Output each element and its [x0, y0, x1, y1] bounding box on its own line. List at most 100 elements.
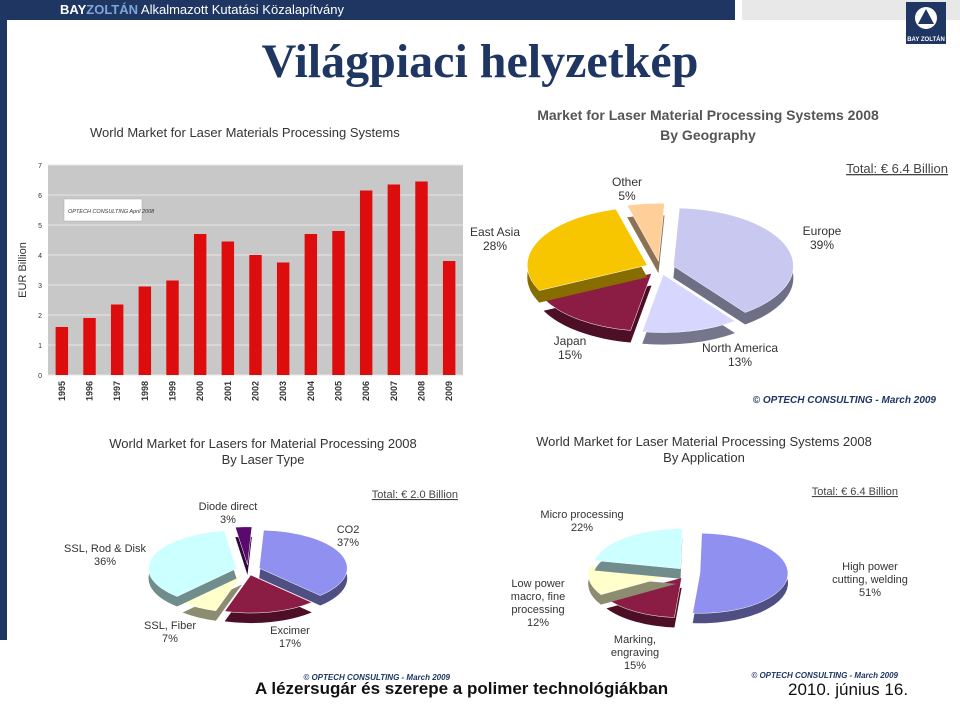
page-title: Világpiaci helyzetkép: [261, 35, 699, 88]
pie1-slice-2: [543, 273, 652, 331]
pie3-label: processing: [511, 604, 564, 616]
bar-xtick-label: 1997: [112, 381, 122, 401]
pie1-pct: 39%: [810, 238, 834, 252]
pie1-label: Japan: [554, 334, 587, 348]
bar-xtick-label: 2008: [417, 381, 427, 401]
pie3-pct: 15%: [624, 660, 646, 672]
bar-2003: [276, 262, 290, 375]
pie3-slice-0: [692, 533, 789, 614]
pie2-pct: 3%: [220, 514, 236, 526]
pie3-label: engraving: [611, 647, 659, 659]
bar-chart-ylabel: EUR Billion: [17, 242, 29, 298]
bar-xtick-label: 2007: [389, 381, 399, 401]
logo-text: BAY ZOLTÁN: [907, 36, 945, 43]
pie2-pct: 37%: [337, 537, 359, 549]
pie3-label: Micro processing: [540, 509, 623, 521]
pie1-source: © OPTECH CONSULTING - March 2009: [753, 395, 937, 406]
pie1-slice-0: [673, 207, 794, 313]
bar-ytick-label: 1: [38, 343, 42, 350]
bar-ytick-label: 3: [38, 283, 42, 290]
pie2-slice-4: [234, 526, 253, 565]
pie3-pct: 12%: [527, 617, 549, 629]
bar-2004: [304, 234, 318, 375]
bar-1999: [166, 280, 179, 375]
pie2-label: CO2: [337, 524, 360, 536]
pie1-title: Market for Laser Material Processing Sys…: [537, 107, 879, 123]
brand: BAYZOLTÁN Alkalmazott Kutatási Közalapít…: [60, 2, 344, 17]
bar-1996: [83, 318, 96, 375]
pie3-subtitle: By Application: [663, 450, 745, 465]
bar-xtick-label: 1999: [168, 381, 178, 401]
bar-ytick-label: 6: [38, 193, 42, 200]
footer-text: A lézersugár és szerepe a polimer techno…: [255, 679, 669, 698]
bar-ytick-label: 2: [38, 313, 42, 320]
bar-xtick-label: 2003: [278, 381, 288, 401]
pie1-subtitle: By Geography: [660, 127, 756, 143]
pie2-label: Excimer: [270, 625, 310, 637]
pie1-label: North America: [702, 341, 778, 355]
bar-xtick-label: 1996: [85, 381, 95, 401]
pie1-slice-3: [527, 208, 648, 291]
pie2-slice-1: [224, 574, 313, 614]
pie2-pct: 36%: [94, 556, 116, 568]
bar-2009: [442, 261, 456, 375]
pie2-slice-0: [258, 529, 348, 596]
pie-chart-laser-type: World Market for Lasers for Material Pro…: [64, 436, 458, 682]
brand-bold-b: ZOLTÁN: [86, 2, 139, 17]
bar-1997: [110, 304, 124, 375]
brand-rest: Alkalmazott Kutatási Közalapítvány: [140, 2, 344, 17]
pie2-label: SSL, Rod & Disk: [64, 543, 146, 555]
bayzoltan-logo-icon: BAY ZOLTÁN: [906, 2, 946, 44]
bar-xtick-label: 2000: [195, 381, 205, 401]
bar-2008: [415, 181, 428, 375]
pie-chart-application: World Market for Laser Material Processi…: [511, 434, 908, 680]
bar-xtick-label: 2009: [444, 381, 454, 401]
bar-2002: [249, 255, 262, 375]
pie2-source: © OPTECH CONSULTING - March 2009: [303, 673, 450, 682]
pie3-label: macro, fine: [511, 591, 565, 603]
left-accent-bar: [0, 20, 7, 640]
bar-ytick-label: 7: [38, 163, 42, 170]
pie-chart-geography: Market for Laser Material Processing Sys…: [470, 107, 948, 406]
pie1-pct: 28%: [483, 239, 507, 253]
bar-xtick-label: 1995: [57, 381, 67, 401]
pie2-label: SSL, Fiber: [144, 620, 196, 632]
pie1-total: Total: € 6.4 Billion: [846, 161, 948, 176]
pie3-label: Low power: [511, 578, 565, 590]
pie2-subtitle: By Laser Type: [222, 452, 305, 467]
pie1-slice-1: [641, 274, 736, 333]
header-bar: BAYZOLTÁN Alkalmazott Kutatási Közalapít…: [0, 0, 735, 20]
pie1-label: Europe: [803, 224, 842, 238]
header-bar-right: [742, 0, 960, 20]
pie3-pct: 51%: [859, 587, 881, 599]
bar-chart-annotation-box: [63, 198, 143, 222]
pie3-label: High power: [842, 561, 898, 573]
bar-2005: [332, 231, 345, 375]
pie2-pct: 7%: [162, 633, 178, 645]
bar-2006: [359, 190, 373, 375]
bar-ytick-label: 4: [38, 253, 42, 260]
bar-ytick-label: 5: [38, 223, 42, 230]
bar-1995: [55, 327, 69, 375]
pie1-label: East Asia: [470, 225, 520, 239]
footer-date: 2010. június 16.: [788, 680, 909, 699]
pie2-total: Total: € 2.0 Billion: [372, 489, 458, 501]
bar-2007: [387, 184, 401, 375]
bar-1998: [138, 286, 152, 375]
pie1-pct: 13%: [728, 355, 752, 369]
bar-xtick-label: 2004: [306, 381, 316, 401]
bar-ytick-label: 0: [38, 373, 42, 380]
pie3-label: cutting, welding: [832, 574, 908, 586]
bar-chart-annotation: OPTECH CONSULTING April 2008: [68, 209, 155, 215]
pie2-title: World Market for Lasers for Material Pro…: [109, 436, 417, 451]
pie3-label: Marking,: [614, 634, 656, 646]
pie3-source: © OPTECH CONSULTING - March 2009: [751, 671, 898, 680]
brand-bold-a: BAY: [60, 2, 87, 17]
pie1-label: Other: [612, 175, 642, 189]
bar-xtick-label: 2006: [361, 381, 371, 401]
pie3-slice-3: [594, 528, 683, 570]
pie1-slice-4: [626, 203, 665, 263]
bar-xtick-label: 2001: [223, 381, 233, 401]
bar-chart-title: World Market for Laser Materials Process…: [90, 125, 400, 140]
pie3-total: Total: € 6.4 Billion: [812, 486, 898, 498]
